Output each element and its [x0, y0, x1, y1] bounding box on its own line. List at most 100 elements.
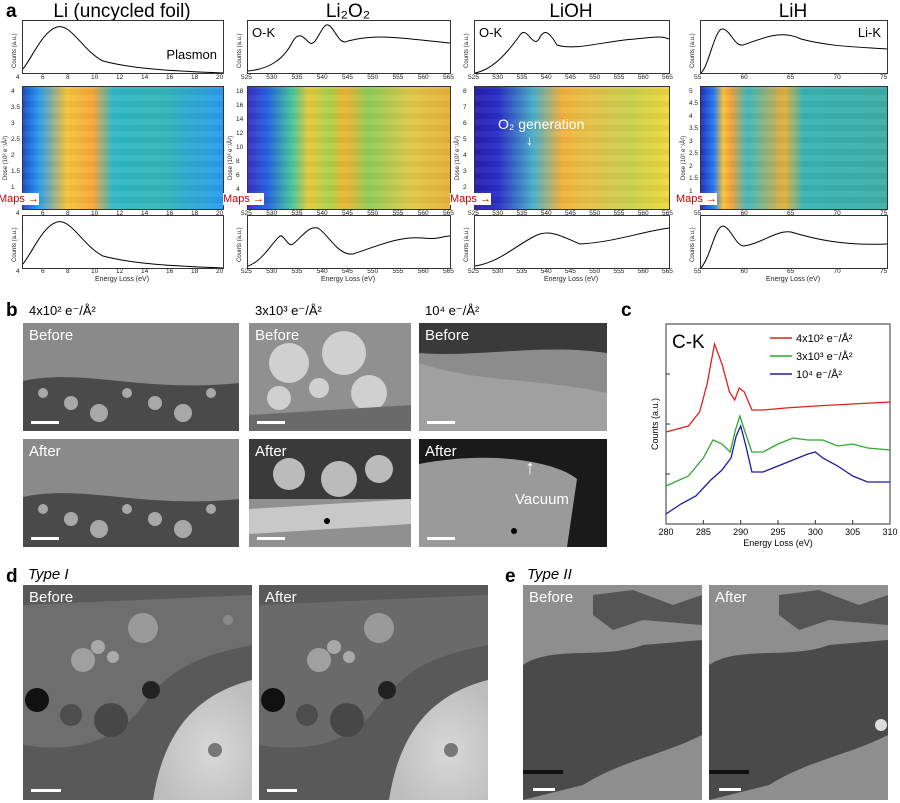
scale-bar [427, 421, 455, 424]
y-tick-label: 6 [463, 120, 467, 127]
y-tick-label: 1 [11, 184, 15, 191]
legend-entry: 10⁴ e⁻/Å² [796, 368, 842, 381]
series-line [665, 424, 890, 515]
top-spectrum: O-K [247, 20, 451, 74]
x-tick-label: 550 [367, 74, 379, 81]
type-ii-before-image: Before [523, 585, 702, 800]
scale-bar [257, 421, 285, 424]
plot-frame [665, 323, 891, 525]
scale-bar [31, 789, 61, 792]
y-tick-label: 5 [463, 136, 467, 143]
x-tick-label: 550 [589, 268, 601, 275]
x-tick-label: 550 [367, 210, 379, 217]
type-i-after-micrograph [259, 585, 488, 800]
x-tick-label: 300 [808, 527, 823, 537]
x-tick-label: 10 [91, 268, 99, 275]
x-tick-label: 560 [637, 210, 649, 217]
x-tick-label: 560 [417, 74, 429, 81]
vacuum-label: Vacuum [515, 491, 569, 508]
x-tick-label: 555 [613, 210, 625, 217]
y-tick-label: 4 [689, 112, 693, 120]
x-tick-label: 18 [191, 210, 199, 217]
dose-1-before-image: Before [23, 323, 239, 431]
scale-bar [427, 537, 455, 540]
y-tick-label: 8 [463, 88, 467, 95]
x-tick-label: 545 [565, 74, 576, 81]
x-tick-label: 18 [191, 268, 199, 275]
dose-1-after-image: After [23, 439, 239, 547]
x-tick-label: 60 [740, 74, 748, 81]
dose-heatmap [22, 86, 224, 210]
legend-entry: 4x10² e⁻/Å² [796, 332, 853, 345]
edge-label: O-K [252, 25, 276, 40]
maps-marker: Maps → [676, 193, 717, 205]
x-tick-label: 55 [694, 210, 702, 217]
bottom-spectrum [700, 215, 888, 269]
counts-axis-label: Counts (a.u.) [690, 33, 696, 68]
x-tick-label: 65 [787, 74, 795, 81]
dose-axis-label: Dose (10² e⁻/Å²) [3, 135, 9, 180]
y-tick-label: 2 [11, 152, 15, 159]
bottom-spectrum-curve [474, 227, 670, 267]
x-tick-label: 75 [880, 74, 888, 81]
y-tick-label: 4 [236, 186, 240, 193]
y-tick-label: 10 [236, 144, 244, 151]
y-tick-label: 16 [236, 102, 244, 109]
scale-bar [257, 537, 285, 540]
x-tick-label: 555 [613, 74, 625, 81]
y-tick-label: 4 [463, 152, 467, 159]
type-i-label: Type I [28, 566, 69, 583]
x-tick-label: 545 [565, 268, 576, 275]
y-axis-label: Counts (a.u.) [650, 398, 660, 450]
x-tick-label: 70 [833, 268, 841, 275]
spectrum-line [700, 225, 888, 269]
x-tick-label: 560 [417, 268, 429, 275]
x-tick-label: 55 [694, 74, 702, 81]
counts-axis-label: Counts (a.u.) [690, 227, 696, 262]
spectrum-line [22, 26, 224, 74]
before-label: Before [29, 327, 74, 344]
panel-d-letter: d [6, 566, 18, 587]
x-tick-label: 550 [367, 268, 379, 275]
x-tick-label: 560 [637, 268, 649, 275]
x-tick-label: 295 [770, 527, 785, 537]
x-tick-label: 310 [882, 527, 897, 537]
before-label: Before [255, 327, 300, 344]
column-title: Li₂O₂ [325, 1, 371, 22]
x-tick-label: 14 [141, 210, 149, 217]
x-axis-label: Energy Loss (eV) [743, 538, 813, 548]
x-tick-label: 565 [662, 74, 673, 81]
x-tick-label: 565 [443, 74, 454, 81]
x-tick-label: 545 [342, 268, 353, 275]
energy-axis-label: Energy Loss (eV) [320, 276, 376, 283]
edge-label: C-K [672, 332, 705, 353]
x-tick-label: 550 [589, 74, 601, 81]
x-tick-label: 60 [740, 268, 748, 275]
y-tick-label: 14 [236, 116, 244, 123]
counts-axis-label: Counts (a.u.) [237, 227, 243, 262]
x-tick-label: 550 [589, 210, 601, 217]
x-tick-label: 14 [141, 268, 149, 275]
x-tick-label: 16 [166, 210, 174, 217]
legend-entry: 3x10³ e⁻/Å² [796, 350, 853, 363]
counts-axis-label: Counts (a.u.) [12, 227, 18, 262]
y-tick-label: 1.5 [689, 175, 699, 183]
x-tick-label: 12 [116, 74, 124, 81]
bottom-spectrum [474, 215, 670, 269]
edge-label: O-K [479, 25, 503, 40]
bottom-spectrum [247, 215, 451, 269]
x-tick-label: 4 [16, 210, 20, 217]
x-tick-label: 20 [216, 268, 224, 275]
up-arrow-icon: ↑ [525, 457, 535, 479]
top-spectrum: O-K [474, 20, 670, 74]
x-tick-label: 65 [787, 210, 795, 217]
bottom-spectrum-curve [700, 225, 888, 269]
x-tick-label: 6 [41, 210, 45, 217]
after-label: After [255, 443, 287, 460]
x-tick-label: 565 [662, 210, 673, 217]
y-tick-label: 6 [236, 172, 240, 179]
after-label: After [425, 443, 457, 460]
type-ii-after-label: After [715, 589, 747, 606]
x-tick-label: 8 [66, 74, 70, 81]
bottom-spectrum-curve [22, 221, 224, 269]
